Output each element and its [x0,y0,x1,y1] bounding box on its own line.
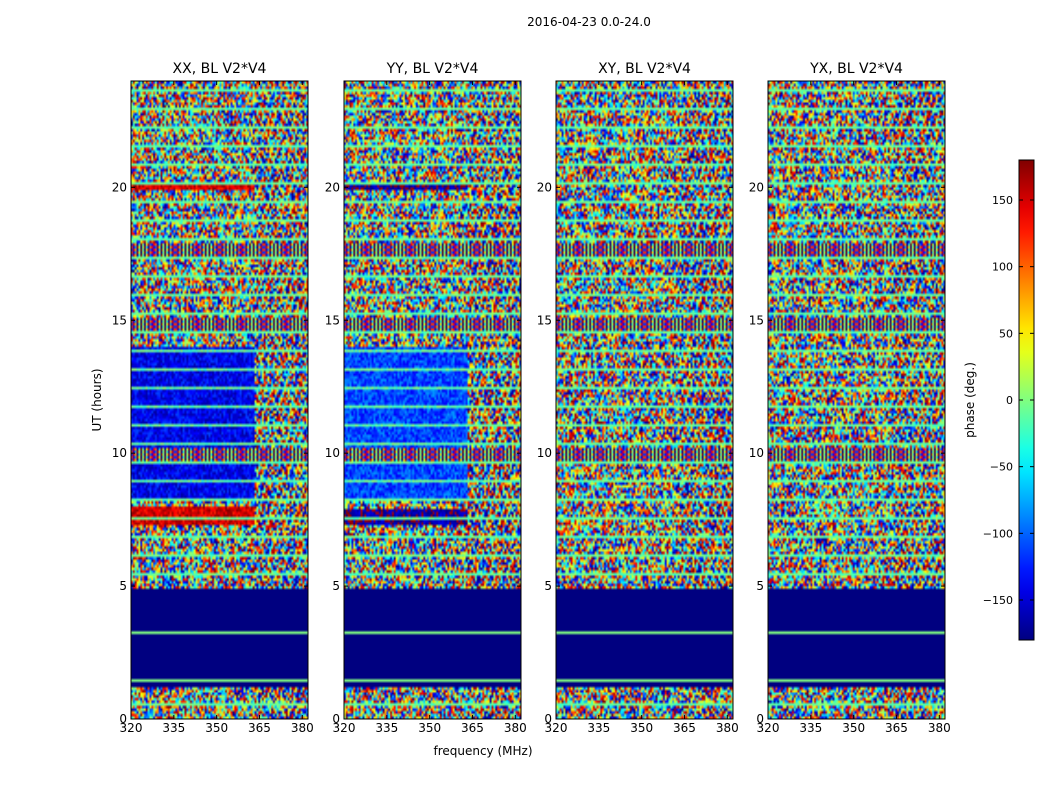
colorbar: −150 −100 −50 0 50 100 150 [983,159,1035,641]
y-tick-label: 10 [749,446,764,460]
y-tick-label: 0 [119,712,127,726]
y-tick-label: 5 [119,579,127,593]
x-tick-label: 320 [757,721,780,735]
x-tick-label: 350 [418,721,441,735]
x-tick-label: 365 [461,721,484,735]
colorbar-tick-label: −100 [983,527,1013,540]
panel-xy-heatmap [556,81,733,719]
x-axis-label: frequency (MHz) [433,744,532,758]
y-tick-label: 15 [749,313,764,327]
colorbar-tick-label: 0 [1006,394,1013,407]
panel-xx-frame [130,80,309,720]
y-tick-label: 15 [325,313,340,327]
y-tick-label: 0 [756,712,764,726]
y-tick-label: 15 [537,313,552,327]
panel-yy-frame [343,80,522,720]
colorbar-label: phase (deg.) [963,362,977,438]
x-tick-label: 350 [205,721,228,735]
y-axis-label: UT (hours) [90,368,104,431]
panel-yx-heatmap [768,81,945,719]
panel-xx: XX, BL V2*V4 320 335 350 365 380 0 5 10 15 20 [112,61,314,735]
x-tick-label: 335 [799,721,822,735]
y-tick-label: 20 [325,180,340,194]
x-tick-label: 335 [587,721,610,735]
x-tick-label: 320 [120,721,143,735]
panel-xy-frame [555,80,734,720]
x-tick-label: 380 [716,721,739,735]
x-tick-label: 380 [504,721,527,735]
y-tick-label: 20 [537,180,552,194]
y-tick-label: 5 [544,579,552,593]
y-tick-label: 5 [332,579,340,593]
x-tick-label: 350 [630,721,653,735]
x-tick-label: 350 [842,721,865,735]
x-tick-label: 380 [291,721,314,735]
panel-xx-heatmap [131,81,308,719]
x-tick-label: 365 [673,721,696,735]
colorbar-tick-label: −50 [990,461,1013,474]
y-tick-label: 5 [756,579,764,593]
x-tick-label: 335 [375,721,398,735]
panel-xy-title: XY, BL V2*V4 [598,61,691,77]
figure-suptitle: 2016-04-23 0.0-24.0 [527,15,651,29]
x-tick-label: 365 [885,721,908,735]
y-tick-label: 0 [544,712,552,726]
y-tick-label: 20 [749,180,764,194]
colorbar-tick-label: 150 [992,194,1013,207]
panel-yy-title: YY, BL V2*V4 [386,61,479,77]
colorbar-tick-label: −150 [983,594,1013,607]
y-tick-label: 0 [332,712,340,726]
panel-yx: YX, BL V2*V4 320 335 350 365 380 0 5 10 15 20 [749,61,951,735]
x-tick-label: 365 [248,721,271,735]
x-tick-label: 320 [545,721,568,735]
panel-xx-title: XX, BL V2*V4 [173,61,267,77]
y-tick-label: 15 [112,313,127,327]
panel-yy: YY, BL V2*V4 320 335 350 365 380 0 5 10 15 20 [325,61,527,735]
y-tick-label: 20 [112,180,127,194]
colorbar-tick-label: 100 [992,261,1013,274]
colorbar-tick-label: 50 [999,327,1013,340]
x-tick-label: 320 [333,721,356,735]
x-tick-label: 380 [928,721,951,735]
panel-yx-title: YX, BL V2*V4 [809,61,903,77]
panel-yy-heatmap [344,81,521,719]
y-tick-label: 10 [537,446,552,460]
x-tick-label: 335 [162,721,185,735]
y-tick-label: 10 [112,446,127,460]
panel-xy: XY, BL V2*V4 320 335 350 365 380 0 5 10 15 20 [537,61,739,735]
y-tick-label: 10 [325,446,340,460]
panel-yx-frame [767,80,946,720]
